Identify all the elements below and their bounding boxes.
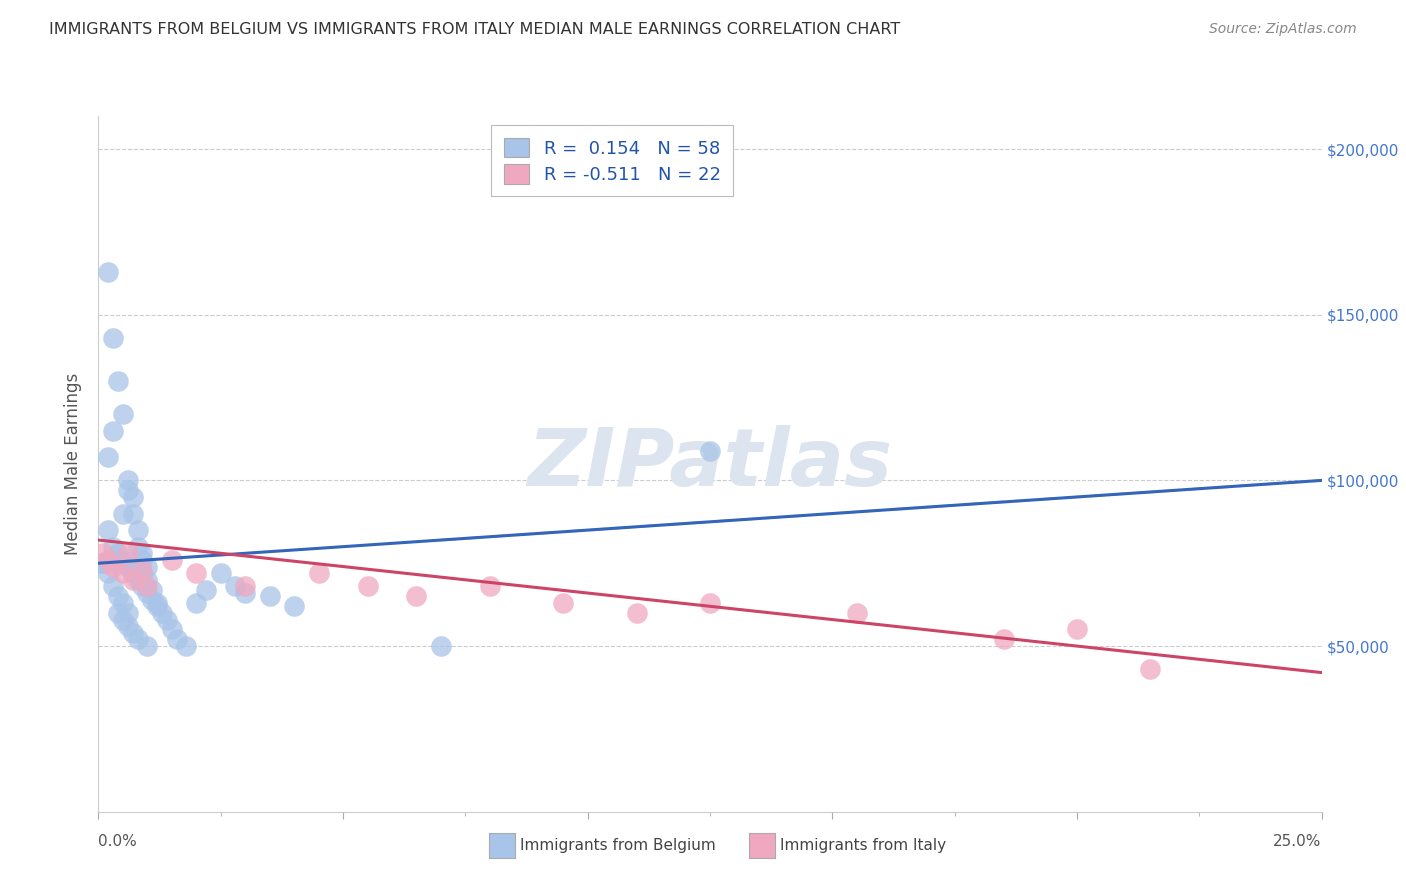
- Point: [136, 579, 159, 593]
- Point: [160, 553, 183, 567]
- Point: [1139, 662, 1161, 676]
- Point: [111, 596, 134, 610]
- Point: [356, 579, 378, 593]
- Point: [131, 553, 153, 567]
- Point: [111, 613, 134, 627]
- Point: [1066, 623, 1088, 637]
- Point: [117, 546, 139, 560]
- Point: [97, 523, 120, 537]
- Point: [91, 546, 114, 560]
- Point: [107, 606, 129, 620]
- Point: [553, 596, 575, 610]
- Point: [117, 483, 139, 498]
- Point: [845, 606, 868, 620]
- Text: 25.0%: 25.0%: [1274, 834, 1322, 849]
- Point: [186, 566, 208, 581]
- Point: [107, 374, 129, 388]
- Point: [121, 573, 143, 587]
- Point: [127, 573, 149, 587]
- Point: [121, 625, 143, 640]
- Point: [626, 606, 648, 620]
- Point: [699, 443, 721, 458]
- Point: [91, 556, 114, 570]
- Point: [121, 490, 143, 504]
- Text: IMMIGRANTS FROM BELGIUM VS IMMIGRANTS FROM ITALY MEDIAN MALE EARNINGS CORRELATIO: IMMIGRANTS FROM BELGIUM VS IMMIGRANTS FR…: [49, 22, 900, 37]
- Point: [233, 579, 256, 593]
- Point: [259, 590, 281, 604]
- Point: [107, 590, 129, 604]
- Point: [141, 582, 163, 597]
- Point: [111, 407, 134, 421]
- Point: [131, 579, 153, 593]
- Point: [101, 331, 124, 345]
- Legend: R =  0.154   N = 58, R = -0.511   N = 22: R = 0.154 N = 58, R = -0.511 N = 22: [491, 125, 733, 196]
- Point: [195, 582, 218, 597]
- Point: [111, 566, 134, 581]
- Point: [101, 540, 124, 554]
- Point: [209, 566, 232, 581]
- Point: [176, 639, 198, 653]
- Point: [699, 596, 721, 610]
- Text: Immigrants from Belgium: Immigrants from Belgium: [520, 838, 716, 853]
- Point: [97, 450, 120, 465]
- Y-axis label: Median Male Earnings: Median Male Earnings: [65, 373, 83, 555]
- Point: [111, 507, 134, 521]
- Point: [131, 563, 153, 577]
- Point: [283, 599, 305, 614]
- Point: [101, 559, 124, 574]
- Point: [993, 632, 1015, 647]
- Point: [117, 559, 139, 574]
- Point: [224, 579, 246, 593]
- Point: [136, 573, 159, 587]
- Point: [136, 639, 159, 653]
- Point: [127, 523, 149, 537]
- Point: [166, 632, 188, 647]
- Point: [233, 586, 256, 600]
- Point: [430, 639, 453, 653]
- Point: [160, 623, 183, 637]
- Point: [186, 596, 208, 610]
- Point: [146, 599, 169, 614]
- Point: [131, 546, 153, 560]
- Point: [101, 424, 124, 438]
- Point: [136, 586, 159, 600]
- Point: [107, 546, 129, 560]
- Point: [121, 507, 143, 521]
- Point: [117, 619, 139, 633]
- Point: [111, 553, 134, 567]
- Text: Source: ZipAtlas.com: Source: ZipAtlas.com: [1209, 22, 1357, 37]
- Point: [127, 540, 149, 554]
- Point: [308, 566, 330, 581]
- Point: [91, 556, 114, 570]
- Point: [136, 559, 159, 574]
- Point: [101, 579, 124, 593]
- Text: 0.0%: 0.0%: [98, 834, 138, 849]
- Point: [117, 474, 139, 488]
- Point: [97, 265, 120, 279]
- Point: [97, 566, 120, 581]
- Point: [478, 579, 501, 593]
- Point: [146, 596, 169, 610]
- Point: [405, 590, 427, 604]
- Point: [117, 606, 139, 620]
- Point: [150, 606, 173, 620]
- Point: [131, 566, 153, 581]
- Text: ZIPatlas: ZIPatlas: [527, 425, 893, 503]
- Text: Immigrants from Italy: Immigrants from Italy: [780, 838, 946, 853]
- Point: [127, 632, 149, 647]
- Point: [156, 613, 179, 627]
- Point: [97, 553, 120, 567]
- Point: [121, 566, 143, 581]
- Point: [141, 592, 163, 607]
